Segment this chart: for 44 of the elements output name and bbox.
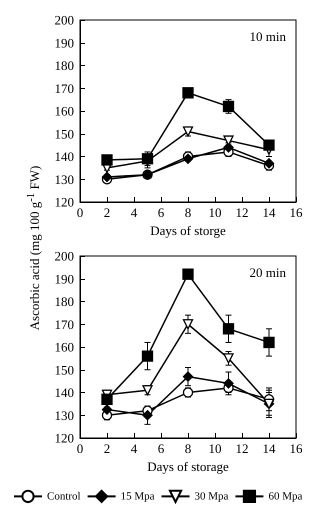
y-tick-label: 130 <box>54 172 74 187</box>
legend-label: 30 Mpa <box>194 490 229 502</box>
x-tick-label: 4 <box>130 441 138 456</box>
y-tick-label: 150 <box>54 362 74 378</box>
y-tick-label: 160 <box>54 104 74 118</box>
x-tick-label: 16 <box>290 441 303 456</box>
y-tick-label: 130 <box>54 408 74 423</box>
x-tick-label: 2 <box>104 205 110 220</box>
y-tick-label: 180 <box>54 58 74 73</box>
legend-label: Control <box>47 490 81 502</box>
y-tick-label: 180 <box>54 294 74 309</box>
y-tick-label: 190 <box>54 271 74 286</box>
x-tick-label: 8 <box>184 441 192 456</box>
y-tick-label: 200 <box>54 248 74 264</box>
x-tick-label: 12 <box>236 441 248 456</box>
x-tick-label: 0 <box>76 205 84 220</box>
y-tick-label: 160 <box>54 340 74 354</box>
y-tick-label: 190 <box>54 35 74 50</box>
x-axis-title: Days of storge <box>150 223 226 238</box>
x-tick-label: 12 <box>236 205 248 220</box>
y-tick-label: 150 <box>54 126 74 142</box>
y-tick-label: 120 <box>54 194 74 210</box>
y-tick-label: 200 <box>54 12 74 28</box>
legend-label: 15 Mpa <box>120 490 155 502</box>
x-tick-label: 16 <box>290 205 303 220</box>
x-tick-label: 14 <box>262 205 276 220</box>
y-tick-label: 170 <box>54 316 74 332</box>
x-axis-title: Days of storage <box>147 459 230 474</box>
annotation: 10 min <box>250 29 286 44</box>
x-tick-label: 6 <box>158 205 165 220</box>
x-tick-label: 8 <box>184 205 192 220</box>
x-tick-label: 2 <box>104 441 110 456</box>
x-tick-label: 0 <box>76 441 84 456</box>
y-tick-label: 140 <box>54 385 74 400</box>
annotation: 20 min <box>250 265 286 280</box>
x-tick-label: 10 <box>208 205 222 220</box>
y-tick-label: 170 <box>54 80 74 96</box>
y-tick-label: 140 <box>54 149 74 164</box>
y-tick-label: 120 <box>54 430 74 446</box>
x-tick-label: 10 <box>208 441 222 456</box>
x-tick-label: 14 <box>262 441 276 456</box>
x-tick-label: 4 <box>130 205 138 220</box>
x-tick-label: 6 <box>158 441 165 456</box>
legend-label: 60 Mpa <box>268 490 302 502</box>
